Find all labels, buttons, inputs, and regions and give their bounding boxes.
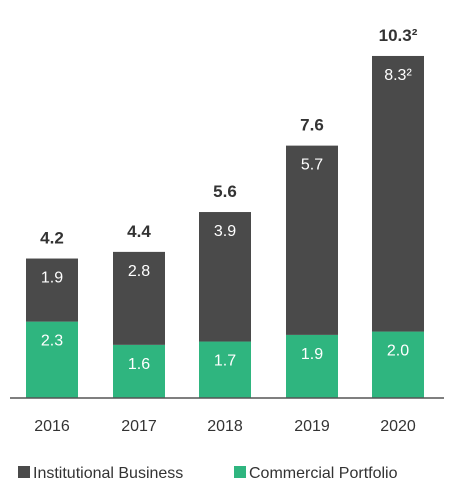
segment-label-institutional-2018: 3.9 (214, 223, 236, 240)
bar-institutional-2016 (26, 258, 78, 322)
bar-institutional-2017 (113, 251, 165, 345)
bar-commercial-2019 (286, 334, 338, 398)
total-labels-group: 4.2 4.4 5.6 7.6 10.3² (40, 26, 418, 248)
segment-label-institutional-2019: 5.7 (301, 157, 323, 174)
segment-label-commercial-2019: 1.9 (301, 346, 323, 363)
segment-label-commercial-2016: 2.3 (41, 333, 63, 350)
bar-institutional-2020 (372, 55, 424, 332)
segment-label-institutional-2017: 2.8 (128, 263, 150, 280)
legend-label-commercial: Commercial Portfolio (249, 465, 398, 482)
x-tick-labels-group: 2016 2017 2018 2019 2020 (34, 418, 416, 435)
bar-commercial-2018 (199, 341, 251, 398)
bars-group (26, 55, 424, 398)
total-label-2019: 7.6 (300, 116, 324, 135)
segment-label-institutional-2020: 8.3² (384, 67, 412, 84)
total-label-2016: 4.2 (40, 229, 64, 248)
bar-commercial-2017 (113, 344, 165, 398)
x-tick-label-2020: 2020 (380, 418, 416, 435)
legend-swatch-institutional (18, 466, 30, 478)
segment-label-commercial-2020: 2.0 (387, 343, 409, 360)
bar-commercial-2020 (372, 331, 424, 398)
bar-commercial-2016 (26, 321, 78, 398)
x-tick-label-2019: 2019 (294, 418, 330, 435)
bar-institutional-2019 (286, 145, 338, 335)
x-tick-label-2016: 2016 (34, 418, 70, 435)
legend: Institutional Business Commercial Portfol… (18, 465, 398, 482)
total-label-2017: 4.4 (127, 222, 151, 241)
segment-label-commercial-2017: 1.6 (128, 356, 150, 373)
x-tick-label-2017: 2017 (121, 418, 157, 435)
legend-label-institutional: Institutional Business (33, 465, 183, 482)
total-label-2018: 5.6 (213, 182, 237, 201)
segment-labels-group: 2.3 1.9 1.6 2.8 1.7 3.9 1.9 5.7 2.0 8.3² (41, 67, 413, 373)
segment-label-commercial-2018: 1.7 (214, 353, 236, 370)
segment-label-institutional-2016: 1.9 (41, 270, 63, 287)
legend-swatch-commercial (234, 466, 246, 478)
bar-institutional-2018 (199, 212, 251, 342)
x-tick-label-2018: 2018 (207, 418, 243, 435)
total-label-2020: 10.3² (379, 26, 418, 45)
